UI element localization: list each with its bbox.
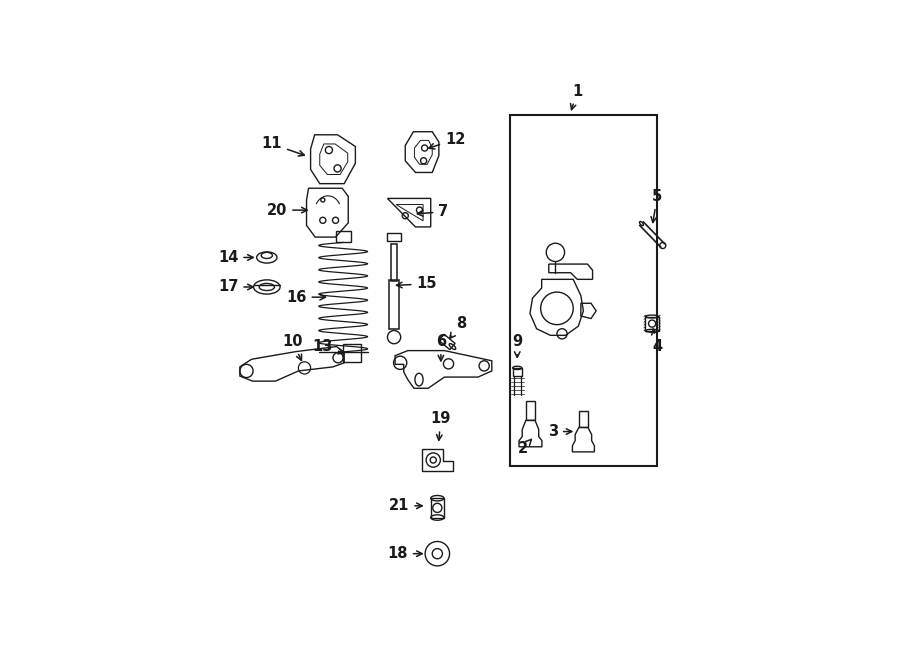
Text: 10: 10 — [282, 334, 302, 360]
Bar — [526, 401, 536, 420]
Text: 8: 8 — [450, 316, 466, 338]
Bar — [645, 317, 659, 330]
Text: 18: 18 — [387, 546, 422, 561]
Bar — [389, 280, 400, 329]
Text: 19: 19 — [431, 411, 451, 440]
Text: 2: 2 — [518, 440, 531, 456]
Bar — [387, 233, 401, 241]
Text: 17: 17 — [218, 280, 253, 295]
Text: 20: 20 — [266, 203, 307, 217]
Text: 7: 7 — [418, 204, 448, 219]
Bar — [343, 344, 361, 362]
Bar — [336, 231, 351, 243]
Bar — [392, 245, 397, 281]
Text: 13: 13 — [312, 339, 344, 354]
Text: 15: 15 — [397, 276, 437, 292]
Text: 21: 21 — [389, 498, 422, 514]
Text: 9: 9 — [512, 334, 522, 358]
Text: 6: 6 — [436, 334, 446, 361]
Bar — [579, 411, 588, 428]
Text: 4: 4 — [652, 329, 662, 354]
Text: 16: 16 — [286, 290, 326, 305]
Text: 1: 1 — [571, 84, 582, 110]
Text: 11: 11 — [262, 136, 304, 156]
Text: 14: 14 — [218, 250, 253, 265]
Bar — [431, 498, 444, 518]
Bar — [509, 115, 657, 466]
Text: 3: 3 — [548, 424, 572, 439]
Text: 12: 12 — [429, 132, 465, 149]
Bar — [513, 368, 522, 376]
Text: 5: 5 — [651, 189, 662, 223]
